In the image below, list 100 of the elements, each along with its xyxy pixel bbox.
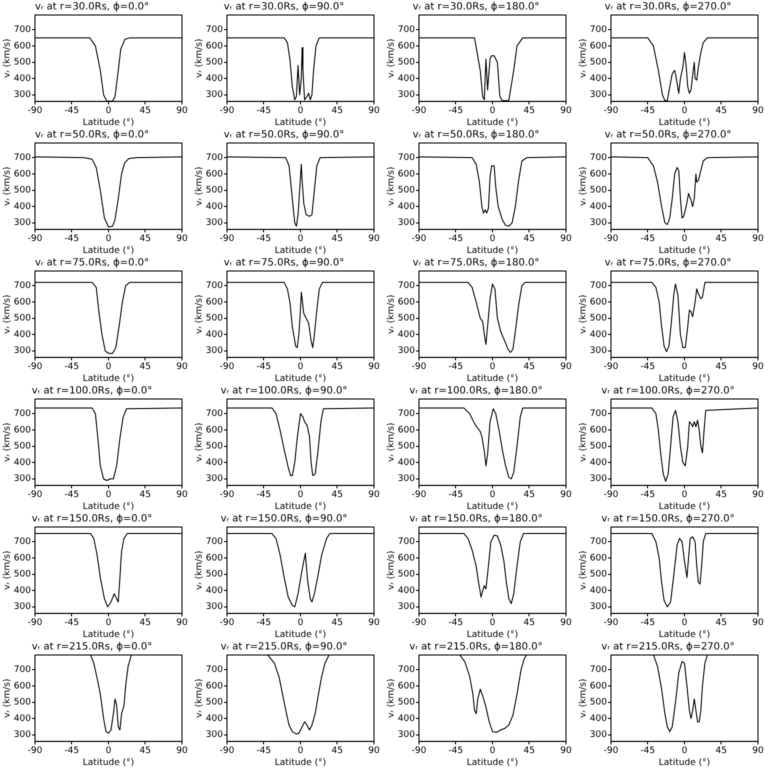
x-tick-label: -90 — [604, 618, 619, 628]
y-tick-label: 700 — [206, 153, 224, 164]
x-tick-label: 90 — [560, 746, 572, 756]
x-axis-title: Latitude (°) — [658, 118, 710, 128]
y-tick-label: 300 — [590, 218, 608, 228]
x-tick-label: 45 — [140, 234, 151, 244]
y-axis-title: vᵣ (km/s) — [194, 550, 205, 590]
y-tick-label: 300 — [590, 602, 608, 612]
x-tick-label: 45 — [524, 618, 535, 628]
y-axis-title: vᵣ (km/s) — [2, 550, 13, 590]
y-tick-label: 400 — [14, 202, 32, 212]
y-tick-label: 300 — [590, 474, 608, 484]
x-tick-label: -45 — [64, 362, 80, 372]
x-tick-label: -90 — [28, 490, 43, 500]
y-tick-label: 500 — [590, 698, 608, 708]
y-tick-label: 500 — [590, 442, 608, 452]
x-tick-label: -45 — [640, 234, 656, 244]
x-tick-label: -90 — [28, 746, 43, 756]
chart-title: vᵣ at r=150.0Rs, ϕ=0.0° — [32, 514, 152, 525]
y-tick-label: 300 — [206, 474, 224, 484]
y-tick-label: 700 — [590, 25, 608, 36]
y-tick-label: 700 — [206, 25, 224, 36]
x-tick-label: 0 — [298, 746, 304, 756]
y-tick-label: 600 — [398, 425, 416, 436]
y-tick-label: 700 — [14, 409, 32, 420]
x-axis-title: Latitude (°) — [658, 630, 710, 640]
x-axis-title: Latitude (°) — [658, 502, 710, 512]
x-tick-label: 0 — [682, 362, 688, 372]
y-axis-title: vᵣ (km/s) — [386, 550, 397, 590]
x-tick-label: 90 — [560, 490, 572, 500]
y-tick-label: 400 — [398, 330, 416, 340]
x-tick-label: -45 — [640, 362, 656, 372]
x-tick-label: -90 — [28, 234, 43, 244]
y-tick-label: 400 — [398, 202, 416, 212]
x-tick-label: 90 — [176, 234, 188, 244]
chart-title: vᵣ at r=30.0Rs, ϕ=180.0° — [412, 2, 540, 13]
y-tick-label: 500 — [206, 58, 224, 68]
y-axis-title: vᵣ (km/s) — [578, 550, 589, 590]
y-tick-label: 600 — [590, 41, 608, 52]
y-tick-label: 300 — [206, 602, 224, 612]
y-tick-label: 300 — [14, 346, 32, 356]
x-tick-label: 90 — [368, 618, 380, 628]
y-tick-label: 400 — [14, 458, 32, 468]
x-tick-label: 0 — [298, 106, 304, 116]
y-tick-label: 700 — [590, 537, 608, 548]
y-tick-label: 700 — [14, 537, 32, 548]
y-tick-label: 500 — [206, 698, 224, 708]
x-tick-label: 0 — [106, 106, 112, 116]
x-tick-label: 90 — [176, 106, 188, 116]
chart-title: vᵣ at r=215.0Rs, ϕ=270.0° — [601, 642, 735, 653]
y-tick-label: 600 — [590, 681, 608, 692]
x-tick-label: 90 — [752, 106, 764, 116]
chart-title: vᵣ at r=75.0Rs, ϕ=90.0° — [224, 258, 344, 269]
x-tick-label: 45 — [716, 746, 727, 756]
y-axis-title: vᵣ (km/s) — [194, 294, 205, 334]
x-tick-label: -90 — [220, 106, 235, 116]
x-tick-label: 90 — [560, 234, 572, 244]
y-tick-label: 400 — [14, 714, 32, 724]
x-tick-label: -45 — [64, 618, 80, 628]
x-tick-label: 90 — [176, 618, 188, 628]
x-tick-label: -45 — [256, 362, 272, 372]
y-tick-label: 400 — [590, 714, 608, 724]
y-tick-label: 300 — [398, 474, 416, 484]
x-tick-label: 45 — [140, 490, 151, 500]
chart-title: vᵣ at r=30.0Rs, ϕ=270.0° — [604, 2, 732, 13]
y-tick-label: 600 — [206, 553, 224, 564]
y-tick-label: 400 — [590, 74, 608, 84]
x-tick-label: 0 — [298, 362, 304, 372]
y-tick-label: 600 — [590, 169, 608, 180]
chart-title: vᵣ at r=50.0Rs, ϕ=90.0° — [224, 130, 344, 141]
chart-title: vᵣ at r=75.0Rs, ϕ=0.0° — [34, 258, 150, 269]
chart-title: vᵣ at r=75.0Rs, ϕ=270.0° — [604, 258, 732, 269]
x-axis-title: Latitude (°) — [274, 630, 326, 640]
x-tick-label: 0 — [490, 362, 496, 372]
y-tick-label: 400 — [590, 458, 608, 468]
y-tick-label: 700 — [206, 537, 224, 548]
y-tick-label: 600 — [206, 297, 224, 308]
y-tick-label: 600 — [398, 41, 416, 52]
y-tick-label: 300 — [398, 90, 416, 100]
x-tick-label: -45 — [640, 106, 656, 116]
y-tick-label: 400 — [14, 74, 32, 84]
x-tick-label: 45 — [524, 490, 535, 500]
x-tick-label: 0 — [490, 618, 496, 628]
chart-title: vᵣ at r=150.0Rs, ϕ=270.0° — [601, 514, 735, 525]
x-axis-title: Latitude (°) — [466, 630, 518, 640]
x-tick-label: 90 — [752, 362, 764, 372]
x-tick-label: -90 — [604, 746, 619, 756]
y-tick-label: 300 — [206, 218, 224, 228]
x-tick-label: 0 — [682, 490, 688, 500]
y-tick-label: 600 — [14, 553, 32, 564]
y-tick-label: 700 — [398, 537, 416, 548]
x-tick-label: -45 — [448, 746, 464, 756]
y-tick-label: 700 — [206, 281, 224, 292]
x-tick-label: -90 — [412, 618, 427, 628]
x-axis-title: Latitude (°) — [82, 246, 134, 256]
x-tick-label: -90 — [28, 106, 43, 116]
y-tick-label: 600 — [14, 169, 32, 180]
y-axis-title: vᵣ (km/s) — [194, 422, 205, 462]
y-tick-label: 700 — [398, 25, 416, 36]
x-tick-label: 90 — [368, 106, 380, 116]
